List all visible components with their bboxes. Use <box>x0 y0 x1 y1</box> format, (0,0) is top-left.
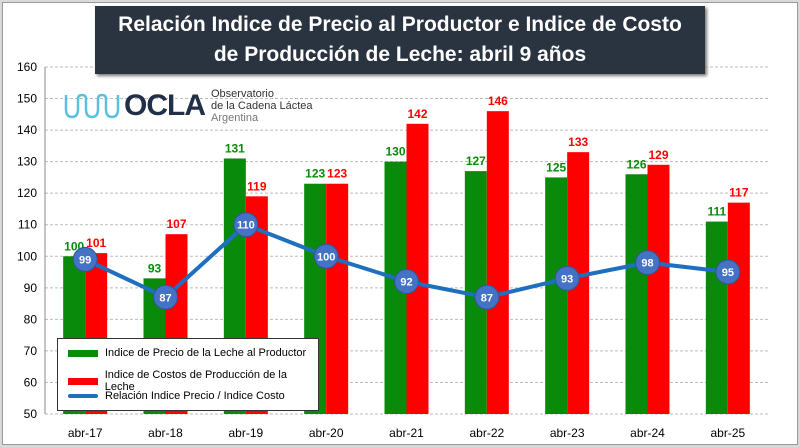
data-label-relacion: 93 <box>561 273 573 285</box>
data-label-precio: 123 <box>305 167 325 181</box>
y-tick-label: 100 <box>17 249 37 263</box>
y-tick-label: 110 <box>18 218 37 232</box>
legend-item-relacion: Relación Indice Precio / Indice Costo <box>68 390 285 402</box>
legend-item-costo: Indice de Costos de Producción de la Lec… <box>68 369 318 393</box>
bar-costo <box>486 111 509 414</box>
data-label-relacion: 98 <box>641 258 653 270</box>
marker-relacion <box>153 284 178 310</box>
bar-precio <box>384 161 407 414</box>
x-tick-label: abr-24 <box>630 426 665 440</box>
data-label-relacion: 100 <box>317 251 335 263</box>
data-label-precio: 126 <box>626 157 646 171</box>
bar-precio <box>545 177 568 414</box>
data-label-costo: 119 <box>247 179 267 193</box>
data-label-costo: 133 <box>568 135 588 149</box>
data-label-costo: 129 <box>648 148 668 162</box>
data-label-precio: 127 <box>466 154 486 168</box>
logo-line-2: de la Cadena Láctea <box>211 100 313 112</box>
y-tick-label: 50 <box>24 407 38 421</box>
y-tick-label: 160 <box>17 60 37 74</box>
y-tick-label: 150 <box>17 92 37 106</box>
logo-wordmark: OCLA <box>124 89 206 122</box>
data-label-precio: 111 <box>707 205 726 219</box>
data-label-relacion: 95 <box>722 267 734 279</box>
data-label-precio: 93 <box>148 261 162 275</box>
wave-logo-icon <box>64 93 120 119</box>
marker-relacion <box>394 269 419 295</box>
bar-costo <box>326 183 349 414</box>
x-tick-label: abr-22 <box>469 426 504 440</box>
data-label-relacion: 99 <box>79 254 91 266</box>
legend: Indice de Precio de la Leche al Producto… <box>57 338 319 411</box>
legend-label: Indice de Precio de la Leche al Producto… <box>105 347 307 359</box>
legend-swatch <box>68 394 98 398</box>
x-tick-label: abr-19 <box>228 426 263 440</box>
y-tick-label: 60 <box>24 375 38 389</box>
legend-label: Relación Indice Precio / Indice Costo <box>105 390 285 402</box>
data-label-costo: 107 <box>166 217 186 231</box>
x-tick-label: abr-23 <box>550 426 585 440</box>
x-tick-label: abr-20 <box>309 426 344 440</box>
marker-relacion <box>474 284 500 310</box>
legend-swatch <box>68 349 98 357</box>
data-label-costo: 117 <box>729 186 749 200</box>
title-line-1: Relación Indice de Precio al Productor e… <box>118 13 682 36</box>
x-tick-label: abr-17 <box>68 426 103 440</box>
x-tick-label: abr-21 <box>389 426 424 440</box>
x-tick-label: abr-18 <box>148 426 183 440</box>
data-label-costo: 146 <box>488 94 508 108</box>
bar-costo <box>647 164 670 414</box>
data-label-relacion: 87 <box>159 292 171 304</box>
marker-relacion <box>313 243 339 269</box>
marker-relacion <box>715 259 741 285</box>
data-label-relacion: 110 <box>237 220 255 232</box>
logo-line-3: Argentina <box>211 112 259 124</box>
bar-costo <box>727 202 750 414</box>
data-label-precio: 125 <box>546 160 566 174</box>
y-tick-label: 90 <box>24 281 38 295</box>
data-label-costo: 101 <box>86 236 106 250</box>
data-label-precio: 131 <box>225 141 245 155</box>
data-label-relacion: 87 <box>481 292 493 304</box>
marker-relacion <box>72 246 98 272</box>
data-label-relacion: 92 <box>400 277 412 289</box>
data-label-costo: 142 <box>407 107 427 121</box>
legend-swatch <box>68 377 98 385</box>
legend-item-precio: Indice de Precio de la Leche al Producto… <box>68 347 306 359</box>
y-tick-label: 130 <box>17 155 37 169</box>
logo-line-1: Observatorio <box>211 88 274 100</box>
marker-relacion <box>554 265 580 291</box>
bar-precio <box>705 221 728 414</box>
y-tick-label: 120 <box>17 186 37 200</box>
y-tick-label: 80 <box>24 312 38 326</box>
x-tick-label: abr-25 <box>710 426 745 440</box>
data-label-precio: 130 <box>385 145 405 159</box>
ocla-logo: OCLA Observatorio de la Cadena Láctea Ar… <box>64 88 313 124</box>
marker-relacion <box>233 212 259 238</box>
bar-costo <box>406 123 429 415</box>
marker-relacion <box>635 250 660 276</box>
data-label-costo: 123 <box>327 167 347 181</box>
bar-precio <box>625 174 648 414</box>
y-tick-label: 70 <box>24 344 38 358</box>
y-tick-label: 140 <box>17 123 37 137</box>
chart-title: Relación Indice de Precio al Productor e… <box>95 6 705 74</box>
title-line-2: de Producción de Leche: abril 9 años <box>213 43 587 66</box>
legend-label: Indice de Costos de Producción de la Lec… <box>104 369 287 393</box>
